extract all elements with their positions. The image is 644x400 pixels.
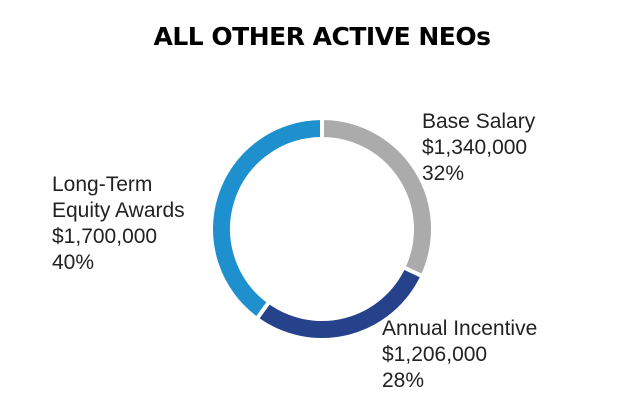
slice-label-long-term-equity-awards: Long-Term Equity Awards $1,700,000 40%	[52, 172, 185, 276]
donut-slice-long-term-equity-awards	[209, 116, 324, 321]
slice-amount-long-term-equity-awards: $1,700,000	[52, 225, 158, 248]
slice-percent-base-salary: 32%	[422, 162, 465, 185]
slice-percent-long-term-equity-awards: 40%	[52, 251, 95, 274]
slice-amount-annual-incentive: $1,206,000	[382, 343, 488, 366]
chart-title: ALL OTHER ACTIVE NEOs	[153, 22, 492, 51]
slice-name-line2-long-term-equity-awards: Equity Awards	[52, 199, 185, 222]
slice-name-base-salary: Base Salary	[422, 110, 536, 133]
slice-name-annual-incentive: Annual Incentive	[382, 317, 538, 340]
slice-name-line1-long-term-equity-awards: Long-Term	[52, 173, 153, 196]
slice-label-annual-incentive: Annual Incentive $1,206,000 28%	[382, 316, 537, 394]
slice-amount-base-salary: $1,340,000	[422, 136, 528, 159]
slice-percent-annual-incentive: 28%	[382, 369, 425, 392]
slice-label-base-salary: Base Salary $1,340,000 32%	[422, 109, 535, 187]
donut-slice-base-salary	[320, 116, 435, 279]
